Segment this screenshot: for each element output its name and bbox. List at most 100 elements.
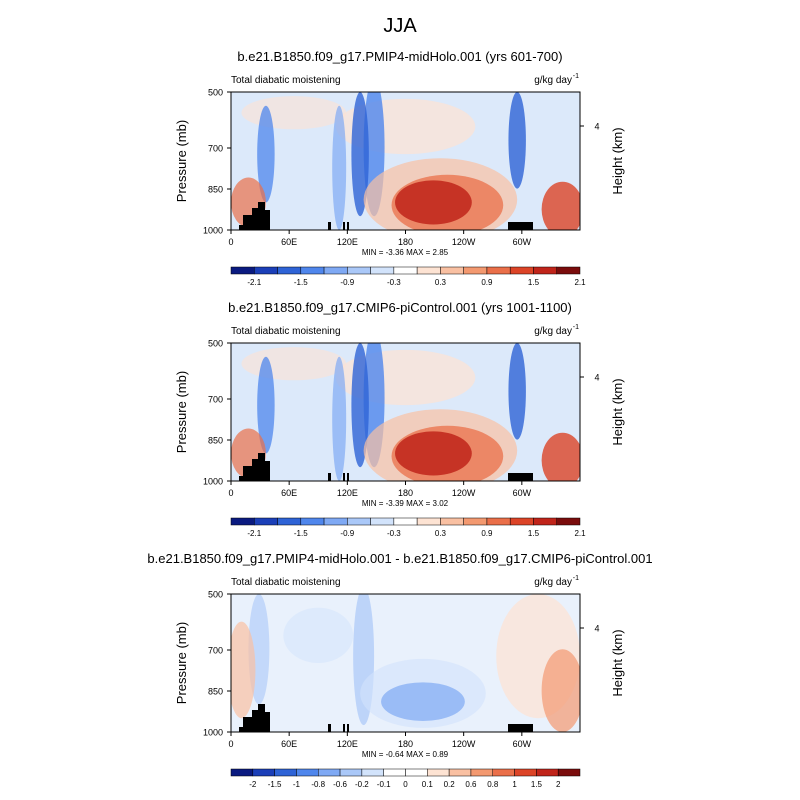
colorbar-swatch	[370, 517, 395, 526]
colorbar-label: 0.8	[487, 780, 499, 789]
topography-mask	[258, 202, 265, 230]
contour-field	[231, 92, 580, 230]
y-tick-label: 850	[208, 185, 223, 195]
colorbar-swatch	[277, 517, 302, 526]
colorbar-swatch	[556, 517, 581, 526]
colorbar-swatch	[536, 768, 559, 777]
colorbar-label: -1.5	[294, 529, 308, 538]
colorbar-swatch	[300, 266, 325, 275]
colorbar-swatch	[300, 517, 325, 526]
colorbar-label: 0.9	[481, 278, 493, 287]
chart-panel-3: b.e21.B1850.f09_g17.PMIP4-midHolo.001 - …	[147, 551, 652, 789]
topography-mask	[508, 222, 533, 230]
colorbar-swatch	[277, 266, 302, 275]
topography-mask	[343, 222, 345, 230]
y-tick-label: 1000	[203, 728, 223, 738]
colorbar-swatch	[383, 768, 406, 777]
colorbar-label: -0.9	[340, 529, 354, 538]
colorbar-swatch	[254, 517, 278, 526]
y-tick-label: 1000	[203, 477, 223, 487]
colorbar-label: 0.2	[444, 780, 456, 789]
contour-blob	[241, 96, 347, 130]
y-tick-label: 500	[208, 339, 223, 349]
x-tick-label: 120E	[337, 237, 358, 247]
y-axis-label: Pressure (mb)	[174, 120, 189, 202]
contour-blob	[395, 431, 472, 476]
colorbar-swatch	[463, 266, 488, 275]
min-max-text: MIN = -0.64 MAX = 0.89	[362, 750, 449, 759]
chart-panel-1: b.e21.B1850.f09_g17.PMIP4-midHolo.001 (y…	[174, 49, 625, 287]
y-tick-label: 700	[208, 646, 223, 656]
colorbar-swatch	[393, 266, 418, 275]
y-tick-label: 500	[208, 590, 223, 600]
topography-mask	[508, 473, 533, 481]
colorbar-label: -0.1	[377, 780, 391, 789]
x-tick-label: 0	[228, 488, 233, 498]
x-tick-label: 120E	[337, 739, 358, 749]
colorbar-label: 0.3	[435, 529, 447, 538]
colorbar-label: 0	[403, 780, 408, 789]
contour-blob	[541, 649, 580, 732]
contour-blob	[381, 682, 465, 721]
topography-mask	[252, 208, 258, 230]
colorbar-label: -1.5	[268, 780, 282, 789]
contour-blob	[231, 621, 256, 719]
contour-blob	[241, 347, 347, 381]
colorbar-swatch	[416, 266, 441, 275]
colorbar-swatch	[274, 768, 297, 777]
x-tick-label: 60W	[513, 739, 532, 749]
colorbar-label: 1.5	[528, 278, 540, 287]
colorbar-swatch	[556, 266, 581, 275]
units-label: g/kg day	[534, 326, 572, 337]
colorbar-swatch	[440, 266, 464, 275]
y-tick-label: 700	[208, 144, 223, 154]
colorbar-label: 1	[512, 780, 517, 789]
min-max-text: MIN = -3.39 MAX = 3.02	[362, 499, 449, 508]
colorbar-label: -2.1	[247, 529, 261, 538]
x-tick-label: 180	[398, 488, 413, 498]
colorbar-label: -0.8	[311, 780, 325, 789]
colorbar-swatch	[557, 768, 581, 777]
topography-mask	[343, 473, 345, 481]
panels: b.e21.B1850.f09_g17.PMIP4-midHolo.001 (y…	[147, 49, 652, 789]
colorbar-label: 2	[556, 780, 561, 789]
variable-label: Total diabatic moistening	[231, 326, 341, 337]
colorbar-label: -0.3	[387, 529, 401, 538]
contour-blob	[351, 92, 369, 217]
x-tick-label: 60E	[281, 739, 297, 749]
colorbar-swatch	[230, 517, 255, 526]
variable-label: Total diabatic moistening	[231, 75, 341, 86]
contour-blob	[351, 343, 369, 468]
colorbar-label: -0.6	[333, 780, 347, 789]
colorbar-swatch	[296, 768, 319, 777]
y-right-tick-label: 4	[594, 122, 599, 132]
colorbar-label: -1	[293, 780, 301, 789]
colorbar-swatch	[254, 266, 278, 275]
topography-mask	[258, 453, 265, 481]
colorbar-swatch	[448, 768, 472, 777]
colorbar-swatch	[486, 266, 511, 275]
topography-mask	[347, 222, 349, 230]
colorbar-swatch	[393, 517, 418, 526]
contour-blob	[508, 343, 526, 440]
panel-title: b.e21.B1850.f09_g17.PMIP4-midHolo.001 (y…	[237, 49, 562, 64]
colorbar-swatch	[405, 768, 428, 777]
colorbar-label: -1.5	[294, 278, 308, 287]
x-tick-label: 60E	[281, 488, 297, 498]
chart-panel-2: b.e21.B1850.f09_g17.CMIP6-piControl.001 …	[174, 300, 625, 538]
y-right-tick-label: 4	[594, 624, 599, 634]
topography-mask	[252, 459, 258, 481]
y-right-axis-label: Height (km)	[610, 629, 625, 696]
x-tick-label: 120W	[452, 739, 476, 749]
units-exponent: -1	[573, 324, 579, 331]
contour-field	[231, 594, 580, 732]
topography-mask	[347, 473, 349, 481]
colorbar-label: 1.5	[528, 529, 540, 538]
topography-mask	[258, 704, 265, 732]
colorbar-swatch	[323, 517, 348, 526]
colorbar-label: 0.9	[481, 529, 493, 538]
colorbar-swatch	[318, 768, 341, 777]
x-tick-label: 0	[228, 237, 233, 247]
y-tick-label: 850	[208, 687, 223, 697]
